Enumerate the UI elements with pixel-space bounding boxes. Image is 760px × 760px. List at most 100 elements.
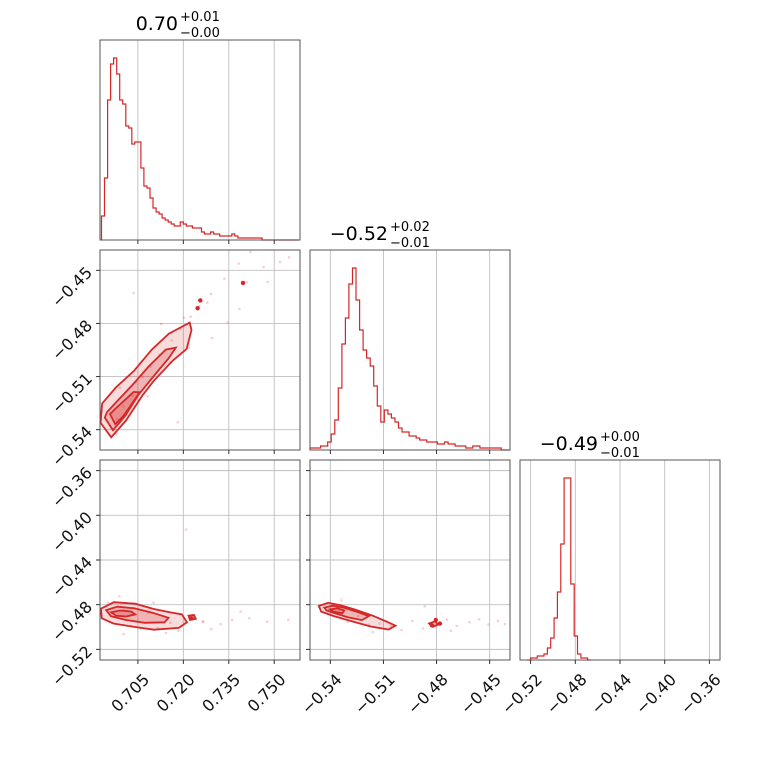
panel-frame: [309, 249, 511, 451]
param-title-plus-error: +0.01: [180, 10, 220, 25]
sample-point: [445, 618, 449, 621]
panel-frame: [99, 249, 301, 451]
sample-point: [209, 292, 213, 296]
param-title-minus-error: −0.00: [180, 26, 220, 41]
density-peak-point: [433, 617, 438, 623]
y-tick-label: −0.48: [48, 597, 96, 645]
sample-point: [496, 619, 500, 623]
sample-point: [131, 394, 134, 398]
sample-point: [169, 621, 172, 625]
sample-point: [170, 339, 174, 342]
sample-point: [266, 620, 269, 623]
sample-point: [230, 618, 234, 622]
contour-level: [108, 609, 138, 618]
sample-point: [118, 595, 121, 598]
sample-point: [209, 627, 213, 631]
sample-point: [340, 599, 343, 602]
param-title-median: −0.49: [540, 433, 598, 455]
y-tick-label: −0.52: [48, 642, 96, 690]
sample-point: [210, 336, 214, 340]
sample-point: [182, 316, 186, 320]
sample-point: [266, 280, 269, 284]
y-tick-label: −0.45: [48, 263, 96, 311]
x-tick-label: −0.52: [498, 670, 546, 718]
x-tick-label: −0.51: [351, 670, 399, 718]
x-tick-label: −0.36: [677, 670, 725, 718]
contour-level: [103, 346, 178, 432]
param-title-plus-error: +0.00: [600, 430, 640, 445]
contour-level: [327, 607, 346, 615]
sample-point: [201, 620, 205, 624]
sample-point: [106, 601, 110, 604]
param-title-median: 0.70: [136, 13, 178, 35]
sample-point: [223, 277, 226, 281]
y-tick-label: −0.44: [48, 553, 96, 601]
sample-point: [455, 624, 459, 628]
histogram-step-line: [309, 267, 510, 451]
sample-point: [400, 628, 403, 632]
density-peak-point: [240, 280, 246, 286]
y-tick-label: −0.48: [48, 316, 96, 364]
x-tick-label: 0.705: [107, 670, 153, 716]
sample-point: [118, 386, 122, 390]
sample-point: [449, 629, 453, 632]
sample-point: [371, 631, 375, 634]
sample-point: [187, 346, 191, 350]
sample-point: [159, 322, 163, 326]
sample-point: [287, 255, 291, 259]
param-title-median: −0.52: [330, 223, 388, 245]
pair-panel-1-3: [96, 459, 301, 664]
sample-point: [201, 619, 205, 623]
histogram-panel-2: −0.52 +0.02−0.01: [309, 220, 511, 454]
sample-point: [249, 250, 252, 254]
sample-point: [286, 618, 290, 622]
sample-point: [176, 420, 180, 424]
sample-point: [237, 262, 241, 265]
sample-point: [152, 601, 155, 604]
sample-point: [206, 301, 209, 304]
density-peak-point: [429, 623, 434, 628]
sample-point: [146, 395, 149, 398]
x-tick-label: 0.750: [244, 670, 290, 716]
histogram-step-line: [100, 57, 299, 241]
sample-point: [503, 622, 507, 626]
x-tick-label: −0.45: [457, 670, 505, 718]
y-tick-label: −0.36: [48, 463, 96, 511]
sample-point: [477, 618, 481, 621]
sample-point: [262, 265, 265, 269]
sample-point: [115, 417, 119, 421]
density-peak-point: [198, 298, 203, 303]
histogram-step-line: [527, 477, 591, 661]
param-title-minus-error: −0.01: [600, 446, 640, 461]
x-tick-label: −0.48: [543, 670, 591, 718]
sample-point: [226, 321, 229, 324]
x-tick-label: 0.720: [153, 670, 199, 716]
sample-point: [132, 291, 135, 295]
sample-point: [239, 610, 242, 613]
sample-point: [378, 622, 381, 625]
sample-point: [356, 614, 360, 618]
x-tick-label: −0.48: [404, 670, 452, 718]
sample-point: [189, 315, 192, 319]
sample-point: [248, 616, 251, 620]
sample-point: [164, 631, 168, 635]
contour-level: [99, 321, 193, 439]
histogram-panel-3: −0.49 +0.00−0.01: [519, 430, 721, 664]
density-peak-point: [437, 621, 443, 626]
x-tick-label: 0.735: [198, 670, 244, 716]
x-tick-label: −0.40: [632, 670, 680, 718]
y-tick-label: −0.40: [48, 508, 96, 556]
sample-point: [177, 629, 180, 633]
param-title-plus-error: +0.02: [390, 220, 430, 235]
histogram-panel-1: 0.70 +0.01−0.00: [99, 10, 301, 244]
x-tick-label: −0.44: [587, 670, 635, 718]
density-peak-point: [195, 306, 200, 311]
pair-panel-1-2: [96, 249, 301, 454]
contour-level: [99, 601, 189, 631]
param-title-minus-error: −0.01: [390, 236, 430, 251]
sample-point: [184, 528, 188, 531]
y-tick-label: −0.54: [48, 422, 96, 470]
sample-point: [122, 405, 125, 408]
pair-panel-2-3: [306, 459, 511, 664]
